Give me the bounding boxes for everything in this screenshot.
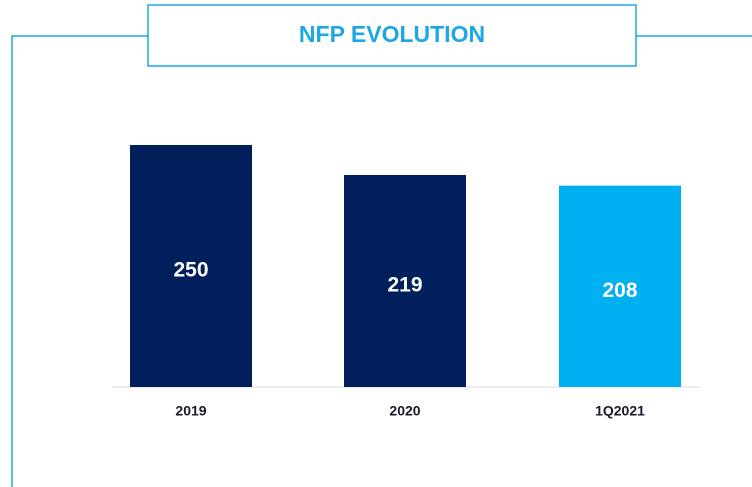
- value-label: 250: [173, 259, 208, 282]
- bar: [130, 145, 252, 387]
- x-tick-label: 1Q2021: [595, 403, 645, 419]
- bar: [344, 175, 466, 387]
- x-tick-label: 2019: [175, 403, 206, 419]
- title-box: [147, 4, 637, 67]
- value-label: 219: [387, 274, 422, 297]
- frame-left: [11, 35, 148, 487]
- value-label: 208: [602, 279, 637, 302]
- x-tick-label: 2020: [389, 403, 420, 419]
- chart-title: NFP EVOLUTION: [299, 21, 485, 47]
- bar: [559, 185, 681, 387]
